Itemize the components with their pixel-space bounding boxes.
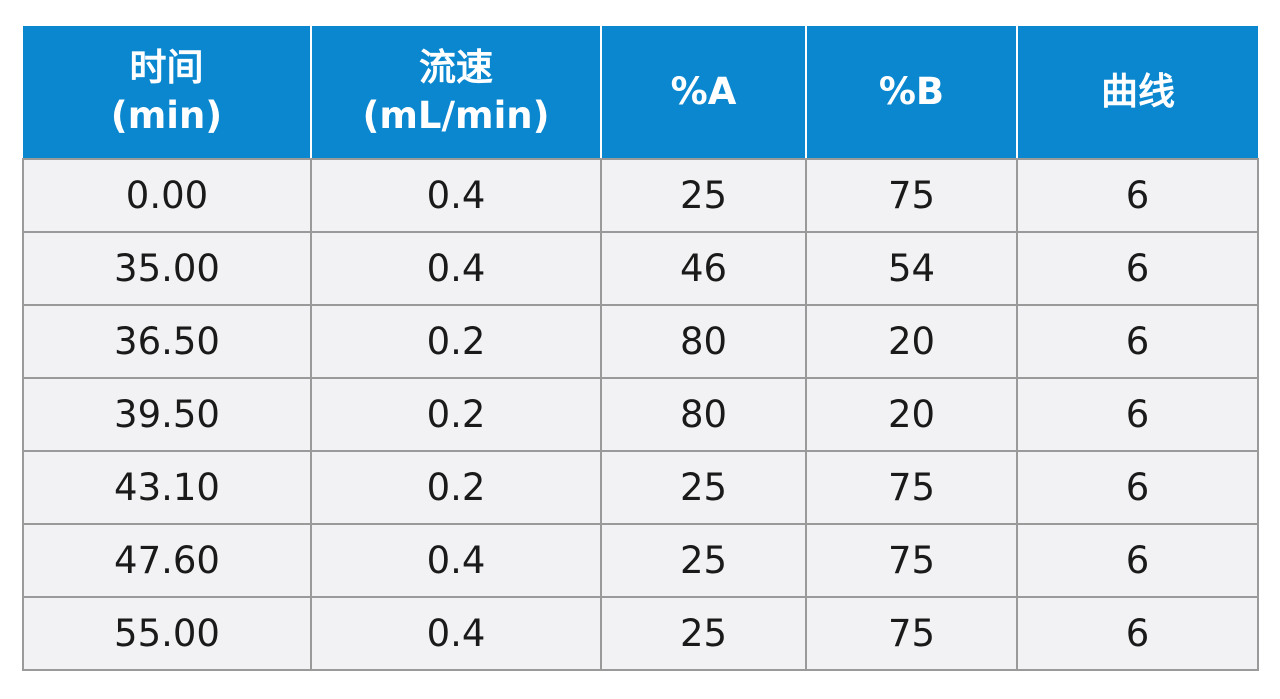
header-percent-a-label: %A [670, 70, 737, 113]
table-row: 36.50 0.2 80 20 6 [22, 304, 1259, 379]
cell-percent-a: 25 [600, 523, 807, 598]
cell-percent-b: 75 [805, 596, 1018, 671]
cell-time: 55.00 [22, 596, 312, 671]
cell-flow-rate: 0.2 [310, 450, 602, 525]
table-row: 47.60 0.4 25 75 6 [22, 523, 1259, 598]
header-percent-b-label: %B [878, 70, 945, 113]
cell-percent-a: 25 [600, 450, 807, 525]
cell-percent-a: 25 [600, 596, 807, 671]
cell-flow-rate: 0.2 [310, 304, 602, 379]
cell-percent-b: 75 [805, 523, 1018, 598]
cell-flow-rate: 0.2 [310, 377, 602, 452]
cell-percent-a: 46 [600, 231, 807, 306]
header-percent-a: %A [601, 26, 807, 160]
header-curve: 曲线 [1017, 26, 1258, 160]
cell-percent-b: 20 [805, 304, 1018, 379]
cell-percent-b: 20 [805, 377, 1018, 452]
table-row: 55.00 0.4 25 75 6 [22, 596, 1259, 671]
cell-curve: 6 [1016, 450, 1259, 525]
cell-curve: 6 [1016, 158, 1259, 233]
cell-flow-rate: 0.4 [310, 523, 602, 598]
cell-percent-a: 25 [600, 158, 807, 233]
gradient-table: 时间 (min) 流速 (mL/min) %A %B 曲线 0.00 0.4 2… [22, 26, 1259, 671]
cell-time: 36.50 [22, 304, 312, 379]
header-percent-b: %B [806, 26, 1018, 160]
cell-percent-a: 80 [600, 377, 807, 452]
table-row: 39.50 0.2 80 20 6 [22, 377, 1259, 452]
header-row: 时间 (min) 流速 (mL/min) %A %B 曲线 [23, 26, 1258, 160]
table-row: 43.10 0.2 25 75 6 [22, 450, 1259, 525]
header-time-label: 时间 [129, 46, 204, 89]
table-row: 0.00 0.4 25 75 6 [22, 158, 1259, 233]
cell-percent-b: 54 [805, 231, 1018, 306]
cell-flow-rate: 0.4 [310, 158, 602, 233]
header-time-unit: (min) [110, 94, 223, 137]
cell-time: 39.50 [22, 377, 312, 452]
cell-percent-a: 80 [600, 304, 807, 379]
cell-flow-rate: 0.4 [310, 596, 602, 671]
cell-flow-rate: 0.4 [310, 231, 602, 306]
header-flow-rate-label: 流速 [419, 46, 493, 89]
header-flow-rate: 流速 (mL/min) [311, 26, 602, 160]
cell-time: 0.00 [22, 158, 312, 233]
cell-percent-b: 75 [805, 450, 1018, 525]
cell-time: 43.10 [22, 450, 312, 525]
header-time: 时间 (min) [23, 26, 312, 160]
cell-curve: 6 [1016, 304, 1259, 379]
cell-curve: 6 [1016, 596, 1259, 671]
table-row: 35.00 0.4 46 54 6 [22, 231, 1259, 306]
cell-time: 47.60 [22, 523, 312, 598]
header-flow-rate-unit: (mL/min) [362, 94, 550, 137]
cell-time: 35.00 [22, 231, 312, 306]
header-curve-label: 曲线 [1101, 70, 1175, 113]
cell-percent-b: 75 [805, 158, 1018, 233]
cell-curve: 6 [1016, 231, 1259, 306]
cell-curve: 6 [1016, 377, 1259, 452]
cell-curve: 6 [1016, 523, 1259, 598]
